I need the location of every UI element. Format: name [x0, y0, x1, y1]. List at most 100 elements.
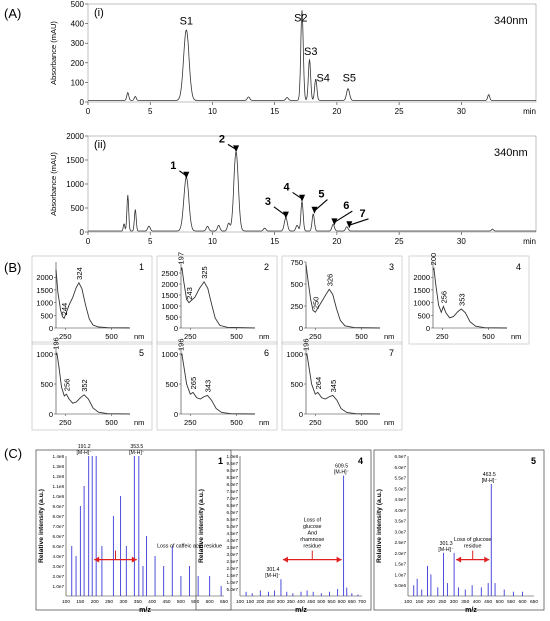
- chromatogram-A_i: 0 100 200 300 400 500 0 5 10 15 20 25 30 min Absorbanc…: [49, 0, 537, 116]
- x-tick-label: 500: [105, 418, 118, 427]
- y-tick-label: 0: [426, 324, 430, 333]
- lambda-max-label: 244: [60, 303, 69, 316]
- lambda-max-label: 256: [439, 291, 448, 304]
- x-tick-label: 250: [309, 418, 322, 427]
- x-axis-unit: nm: [134, 418, 144, 427]
- peak-label: S5: [343, 72, 356, 84]
- arrow-head: [233, 145, 240, 153]
- y-tick-label: 7.5e7: [227, 489, 239, 494]
- x-tick-label: 550: [327, 599, 335, 605]
- y-tick-label: 1000: [161, 302, 178, 311]
- arrow-head: [282, 211, 289, 219]
- x-tick-label: 350: [461, 599, 469, 605]
- x-tick-label: 550: [191, 599, 199, 605]
- y-tick-label: 1.3e8: [53, 464, 65, 469]
- x-axis-label: m/z: [295, 607, 307, 614]
- y-tick-label: 1.0e7: [227, 580, 239, 585]
- y-axis-label: Absorbance (mAU): [49, 21, 58, 85]
- y-tick-label: 9.0e7: [227, 468, 239, 473]
- label-line: 301.3: [440, 541, 453, 547]
- peak-label: 7: [359, 208, 365, 220]
- loss-arrow-head: [456, 556, 462, 563]
- x-tick-label: 300: [119, 599, 127, 605]
- x-tick-label: 10: [208, 237, 217, 246]
- y-tick-label: 500: [290, 380, 303, 389]
- lambda-max-label: 326: [325, 274, 334, 287]
- y-tick-label: 1.0e8: [227, 454, 239, 459]
- panel-number: 4: [516, 262, 521, 272]
- x-tick-label: 250: [59, 418, 72, 427]
- x-axis-unit: nm: [259, 418, 269, 427]
- label-line: rhamnose: [300, 537, 324, 543]
- panel-label-a: (A): [4, 6, 21, 21]
- y-tick-label: 500: [165, 380, 178, 389]
- x-tick-label: 250: [105, 599, 113, 605]
- peak-label: 4: [284, 181, 291, 193]
- panel-frame: [31, 255, 153, 345]
- x-tick-label: 650: [348, 599, 356, 605]
- panel-label-c: (C): [4, 446, 22, 461]
- x-axis-label: min: [523, 237, 536, 246]
- x-tick-label: 10: [208, 107, 217, 116]
- spectrum-trace: [55, 269, 131, 329]
- wavelength-label: 340nm: [494, 147, 528, 159]
- y-tick-label: 8.5e7: [227, 475, 239, 480]
- y-tick-label: 500: [71, 0, 85, 9]
- y-tick-label: 5.0e7: [395, 486, 407, 491]
- panel-number: 5: [139, 348, 144, 358]
- y-tick-label: 0: [49, 410, 53, 419]
- x-tick-label: 500: [496, 599, 504, 605]
- x-axis-label: m/z: [139, 607, 151, 614]
- panel-frame: [35, 449, 232, 611]
- y-tick-label: 250: [290, 302, 303, 311]
- label-line: 609.5: [335, 464, 348, 470]
- sub-label: (i): [94, 7, 104, 19]
- uv-spectrum-B_3: 0 250 500 750 250 500 nm 3 250 326: [281, 255, 403, 345]
- x-tick-label: 20: [332, 107, 341, 116]
- parent-ion-label: 609.5 [M-H]⁻: [334, 464, 350, 476]
- loss-label: Loss of glucose residue: [454, 537, 491, 550]
- loss-label: Loss of glucose And rhamnose residue: [300, 518, 324, 550]
- x-tick-label: 450: [484, 599, 492, 605]
- y-tick-label: 500: [40, 311, 53, 320]
- fragment-ion-label: 191.2 [M-H]⁻: [76, 444, 92, 456]
- x-tick-label: 5: [148, 237, 153, 246]
- x-tick-label: 150: [415, 599, 423, 605]
- x-tick-label: 100: [236, 599, 244, 605]
- x-tick-label: 700: [358, 599, 366, 605]
- peak-label: 6: [343, 200, 349, 212]
- x-tick-label: 450: [307, 599, 315, 605]
- label-line: glucose: [303, 524, 322, 530]
- y-tick-label: 100: [71, 78, 85, 87]
- y-tick-label: 2.0e7: [395, 551, 407, 556]
- y-tick-label: 0: [80, 228, 85, 237]
- lambda-max-label: 264: [314, 377, 323, 390]
- y-axis-label: Relative intensity (a.u.): [38, 489, 45, 563]
- lambda-max-label: 325: [200, 266, 209, 279]
- x-axis-unit: nm: [134, 332, 144, 341]
- arrow-head: [346, 221, 353, 229]
- label-line: And: [307, 531, 317, 537]
- peak-arrow: [349, 218, 369, 226]
- y-tick-label: 6.5e7: [395, 454, 407, 459]
- y-tick-label: 3.0e7: [227, 552, 239, 557]
- y-tick-label: 400: [71, 20, 85, 29]
- x-tick-label: 500: [230, 418, 243, 427]
- x-tick-label: 350: [134, 599, 142, 605]
- y-tick-label: 2000: [36, 273, 53, 282]
- x-tick-label: 15: [270, 107, 279, 116]
- x-tick-label: 500: [177, 599, 185, 605]
- spectrum-trace: [432, 267, 508, 329]
- panel-number: 1: [218, 456, 223, 466]
- y-tick-label: 5.0e7: [227, 587, 239, 592]
- panel-frame: [408, 255, 530, 345]
- peak-arrow: [273, 206, 287, 217]
- x-tick-label: 250: [438, 599, 446, 605]
- lambda-max-label: 200: [429, 253, 438, 266]
- y-tick-label: 2.5e7: [395, 540, 407, 545]
- y-tick-label: 7.0e7: [227, 496, 239, 501]
- x-tick-label: 20: [332, 237, 341, 246]
- plot-frame: [87, 135, 537, 233]
- lambda-max-label: 196: [301, 338, 310, 351]
- label-line: Loss of: [304, 518, 322, 524]
